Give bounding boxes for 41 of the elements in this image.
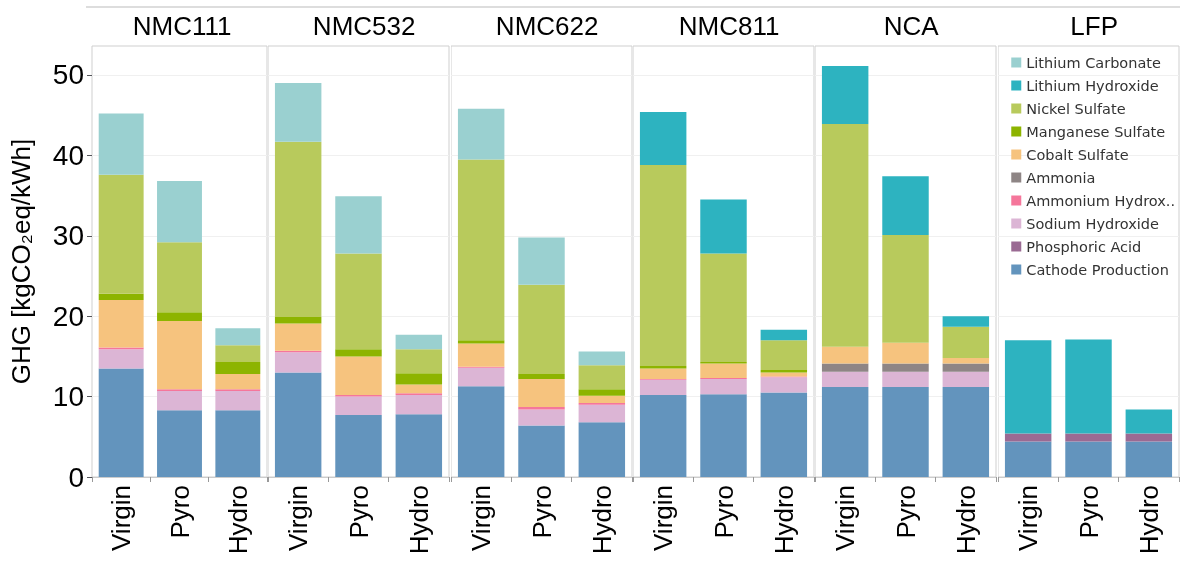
legend-label: Manganese Sulfate [1025,123,1165,140]
x-tick-label: Hydro [1133,485,1164,555]
legend-label: Lithium Carbonate [1025,54,1161,71]
chart-title: NMC811 [678,11,780,41]
y-axis-title: GHG [kgCO₂eq/kWh] [6,138,36,385]
legend-label: Cobalt Sulfate [1025,146,1129,163]
x-tick-label: Pyro [526,485,557,539]
y-tick-label: 0 [68,461,84,493]
x-tick-label: Hydro [586,485,617,555]
x-tick-label: Pyro [164,485,195,539]
legend-label: Ammonia [1025,169,1096,186]
x-tick-label: Hydro [951,485,982,555]
x-tick-label: Pyro [1073,485,1104,539]
x-tick-label: Virgin [1012,485,1043,552]
x-tick-label: Virgin [648,485,679,552]
x-tick-label: Pyro [343,485,374,539]
y-tick-label: 10 [52,381,84,413]
y-tick-label: 50 [52,59,84,91]
y-tick-label: 40 [52,139,84,171]
x-tick-label: Virgin [106,485,137,552]
legend-label: Lithium Hydroxide [1025,77,1159,94]
legend-label: Ammonium Hydrox.. [1025,192,1175,209]
chart-title: LFP [1069,11,1118,41]
chart-title: NMC111 [132,11,232,41]
chart-title: NCA [884,11,940,41]
chart-title: NMC532 [313,11,416,41]
y-tick-label: 30 [52,220,84,252]
legend-label: Sodium Hydroxide [1025,215,1159,232]
x-tick-label: Hydro [404,485,435,555]
x-tick-label: Pyro [708,485,739,539]
x-tick-label: Hydro [768,485,799,555]
y-tick-label: 20 [52,300,84,332]
legend-label: Nickel Sulfate [1025,100,1126,117]
chart-title: NMC622 [495,11,599,41]
x-tick-label: Virgin [465,485,496,552]
x-tick-label: Pyro [890,485,921,539]
legend-label: Phosphoric Acid [1025,238,1141,255]
legend-label: Cathode Production [1025,261,1169,278]
x-tick-label: Virgin [283,485,314,552]
x-tick-label: Hydro [222,485,253,555]
x-tick-label: Virgin [830,485,861,552]
